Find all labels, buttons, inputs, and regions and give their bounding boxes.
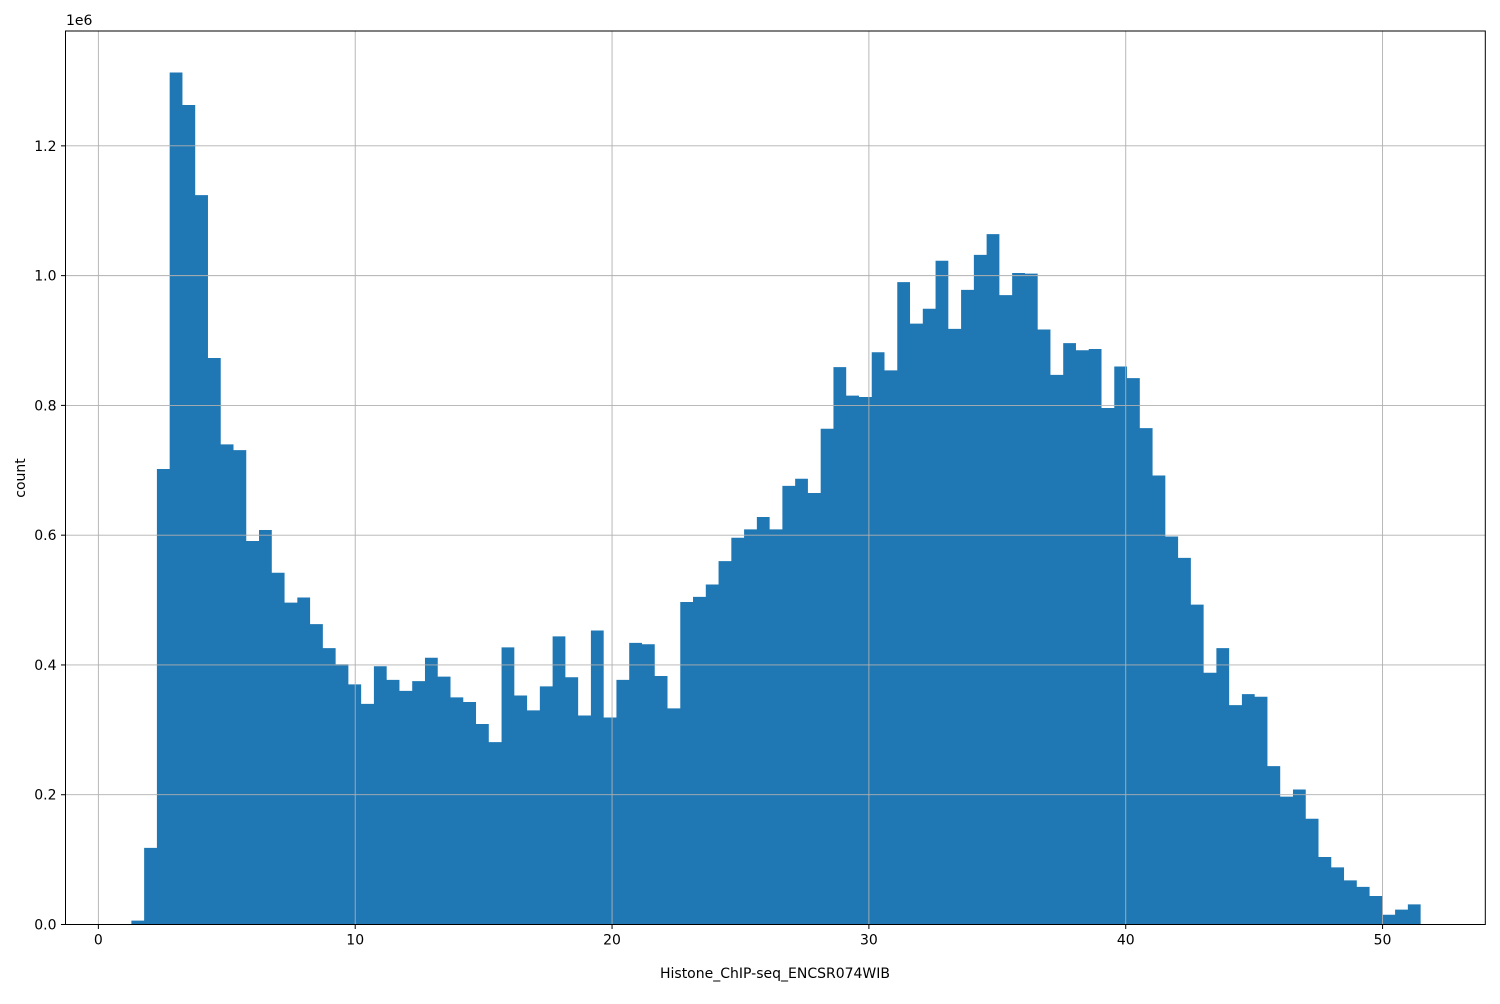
y-tick-label: 0.8 xyxy=(34,398,56,414)
x-tick-label: 10 xyxy=(346,933,364,949)
label-layer: 1e6 Histone_ChIP-seq_ENCSR074WIB count xyxy=(13,13,890,982)
x-tick-label: 0 xyxy=(94,933,103,949)
y-axis-offset-label: 1e6 xyxy=(66,13,93,29)
y-tick-label: 0.6 xyxy=(34,528,56,544)
x-tick-label: 30 xyxy=(860,933,878,949)
y-tick-label: 1.0 xyxy=(34,269,56,285)
plot-border xyxy=(65,30,1486,925)
y-axis-title: count xyxy=(13,458,29,498)
y-tick-label: 1.2 xyxy=(34,139,56,155)
x-axis-title: Histone_ChIP-seq_ENCSR074WIB xyxy=(660,966,890,982)
y-tick-label: 0.2 xyxy=(34,788,56,804)
x-tick-label: 40 xyxy=(1117,933,1135,949)
x-tick-label: 20 xyxy=(603,933,621,949)
axes-layer: 0 10 20 30 40 50 0.0 0.2 0.4 0.6 0.8 1.0 1.2 xyxy=(34,30,1486,949)
x-tick-label: 50 xyxy=(1374,933,1392,949)
y-tick-label: 0.0 xyxy=(34,918,56,934)
histogram-bars xyxy=(131,72,1421,925)
y-tick-label: 0.4 xyxy=(34,658,56,674)
bars-layer xyxy=(131,72,1421,925)
grid-layer xyxy=(65,31,1486,925)
